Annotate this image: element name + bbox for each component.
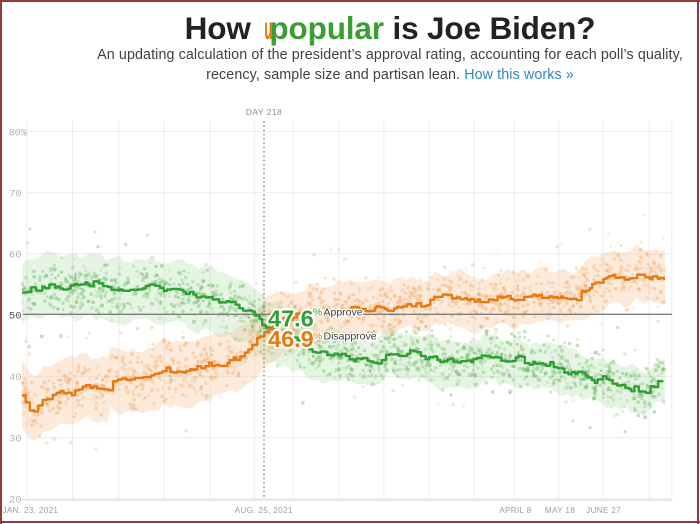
svg-text:50: 50 <box>9 311 22 323</box>
svg-text:%: % <box>313 307 322 319</box>
svg-text:AUG. 25, 2021: AUG. 25, 2021 <box>235 506 293 515</box>
svg-text:%: % <box>313 331 322 343</box>
svg-text:MAY 18: MAY 18 <box>545 506 575 515</box>
svg-text:60: 60 <box>9 250 21 262</box>
svg-text:20: 20 <box>9 495 21 507</box>
svg-text:30: 30 <box>9 433 21 445</box>
svg-text:JAN. 23, 2021: JAN. 23, 2021 <box>3 506 59 515</box>
svg-text:APRIL 8: APRIL 8 <box>499 506 531 515</box>
svg-text:Disapprove: Disapprove <box>324 331 377 343</box>
svg-text:80%: 80% <box>8 127 27 139</box>
svg-text:40: 40 <box>9 372 21 384</box>
svg-text:DAY 218: DAY 218 <box>246 107 282 117</box>
svg-text:47.6: 47.6 <box>268 306 314 332</box>
svg-text:JUNE 27: JUNE 27 <box>586 506 621 515</box>
svg-text:Approve: Approve <box>324 307 363 319</box>
svg-text:46.9: 46.9 <box>268 326 314 352</box>
svg-text:70: 70 <box>9 189 21 201</box>
